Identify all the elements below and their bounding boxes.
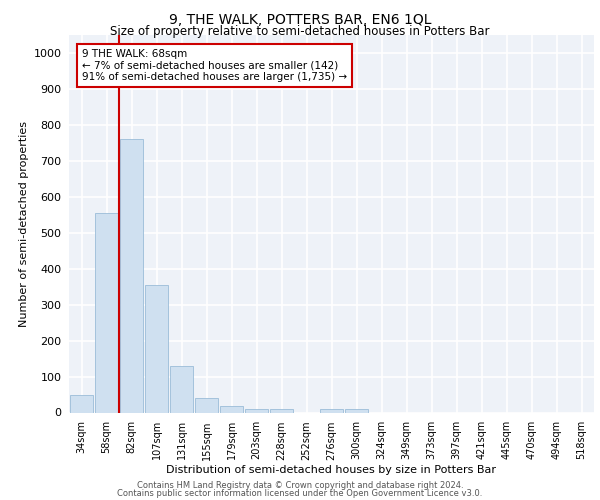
Bar — [345, 409, 368, 412]
Text: Contains public sector information licensed under the Open Government Licence v3: Contains public sector information licen… — [118, 488, 482, 498]
Bar — [245, 409, 268, 412]
Text: 9, THE WALK, POTTERS BAR, EN6 1QL: 9, THE WALK, POTTERS BAR, EN6 1QL — [169, 12, 431, 26]
Bar — [195, 398, 218, 412]
Bar — [220, 406, 243, 412]
Text: Contains HM Land Registry data © Crown copyright and database right 2024.: Contains HM Land Registry data © Crown c… — [137, 481, 463, 490]
Text: Size of property relative to semi-detached houses in Potters Bar: Size of property relative to semi-detach… — [110, 25, 490, 38]
X-axis label: Distribution of semi-detached houses by size in Potters Bar: Distribution of semi-detached houses by … — [167, 465, 497, 475]
Bar — [95, 213, 118, 412]
Text: 9 THE WALK: 68sqm
← 7% of semi-detached houses are smaller (142)
91% of semi-det: 9 THE WALK: 68sqm ← 7% of semi-detached … — [82, 49, 347, 82]
Bar — [320, 409, 343, 412]
Bar — [145, 285, 168, 412]
Bar — [170, 366, 193, 412]
Bar — [70, 394, 93, 412]
Bar — [120, 140, 143, 412]
Bar — [270, 409, 293, 412]
Y-axis label: Number of semi-detached properties: Number of semi-detached properties — [19, 120, 29, 327]
